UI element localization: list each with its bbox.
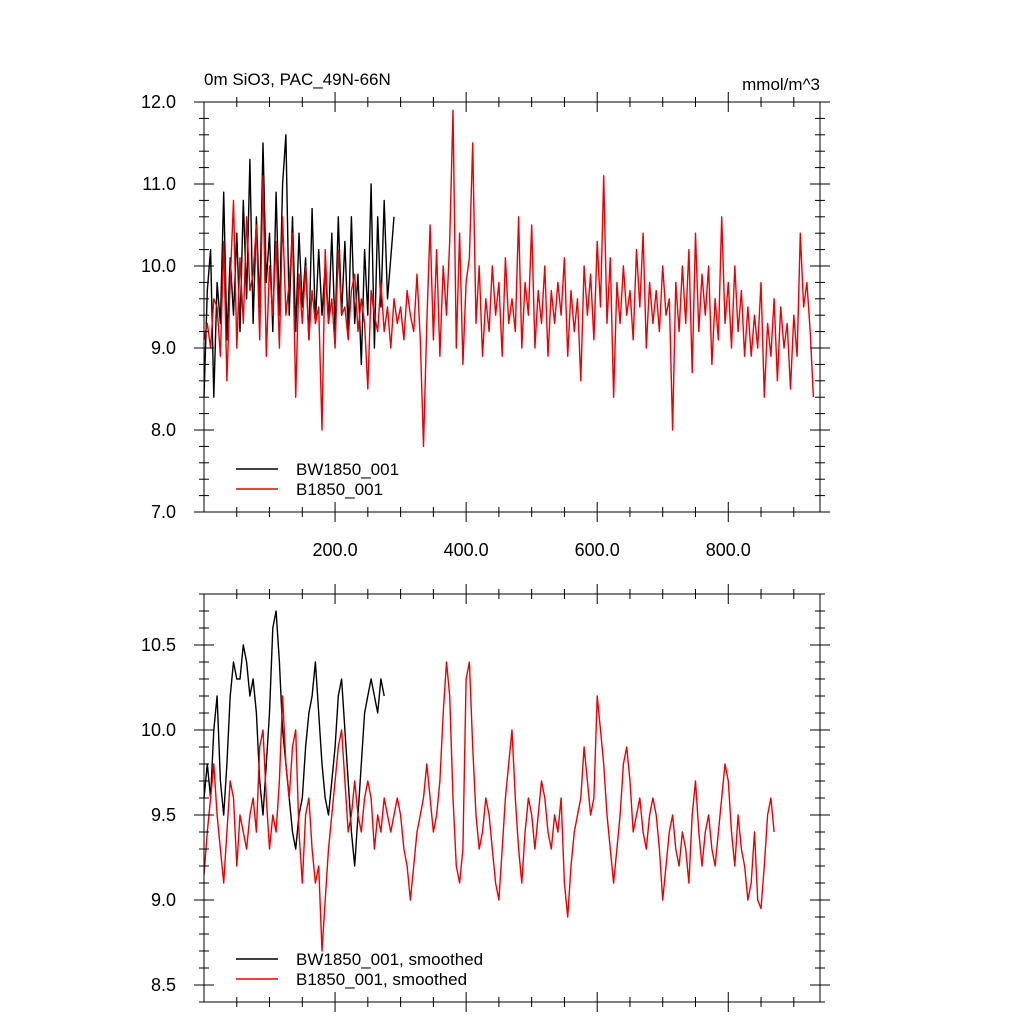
legend-label: B1850_001	[296, 480, 383, 499]
series-line-1-1	[203, 134, 395, 398]
y-tick-label: 10.0	[141, 720, 176, 740]
y-tick-label: 7.0	[151, 502, 176, 522]
y-tick-label: 9.0	[151, 338, 176, 358]
y-tick-label: 10.5	[141, 635, 176, 655]
y-tick-label: 10.0	[141, 256, 176, 276]
chart-title: 0m SiO3, PAC_49N-66N	[204, 70, 391, 89]
x-tick-label: 600.0	[575, 540, 620, 560]
legend-label: BW1850_001, smoothed	[296, 950, 483, 969]
x-tick-label: 200.0	[313, 540, 358, 560]
plot-frame-1	[203, 101, 821, 513]
plot-frame-2	[203, 593, 821, 1003]
units-label: mmol/m^3	[742, 75, 820, 94]
x-tick-label: 800.0	[706, 540, 751, 560]
series-line-2-2	[203, 661, 775, 952]
series-line-2-1	[203, 610, 385, 867]
legend-label: BW1850_001	[296, 460, 399, 479]
y-tick-label: 8.0	[151, 420, 176, 440]
y-tick-label: 11.0	[142, 174, 176, 194]
series-line-1-2	[203, 109, 815, 448]
y-tick-label: 9.0	[151, 890, 176, 910]
legend-label: B1850_001, smoothed	[296, 970, 467, 989]
y-tick-label: 9.5	[151, 805, 176, 825]
x-tick-label: 400.0	[444, 540, 489, 560]
y-tick-label: 12.0	[141, 92, 176, 112]
y-tick-label: 8.5	[151, 975, 176, 995]
